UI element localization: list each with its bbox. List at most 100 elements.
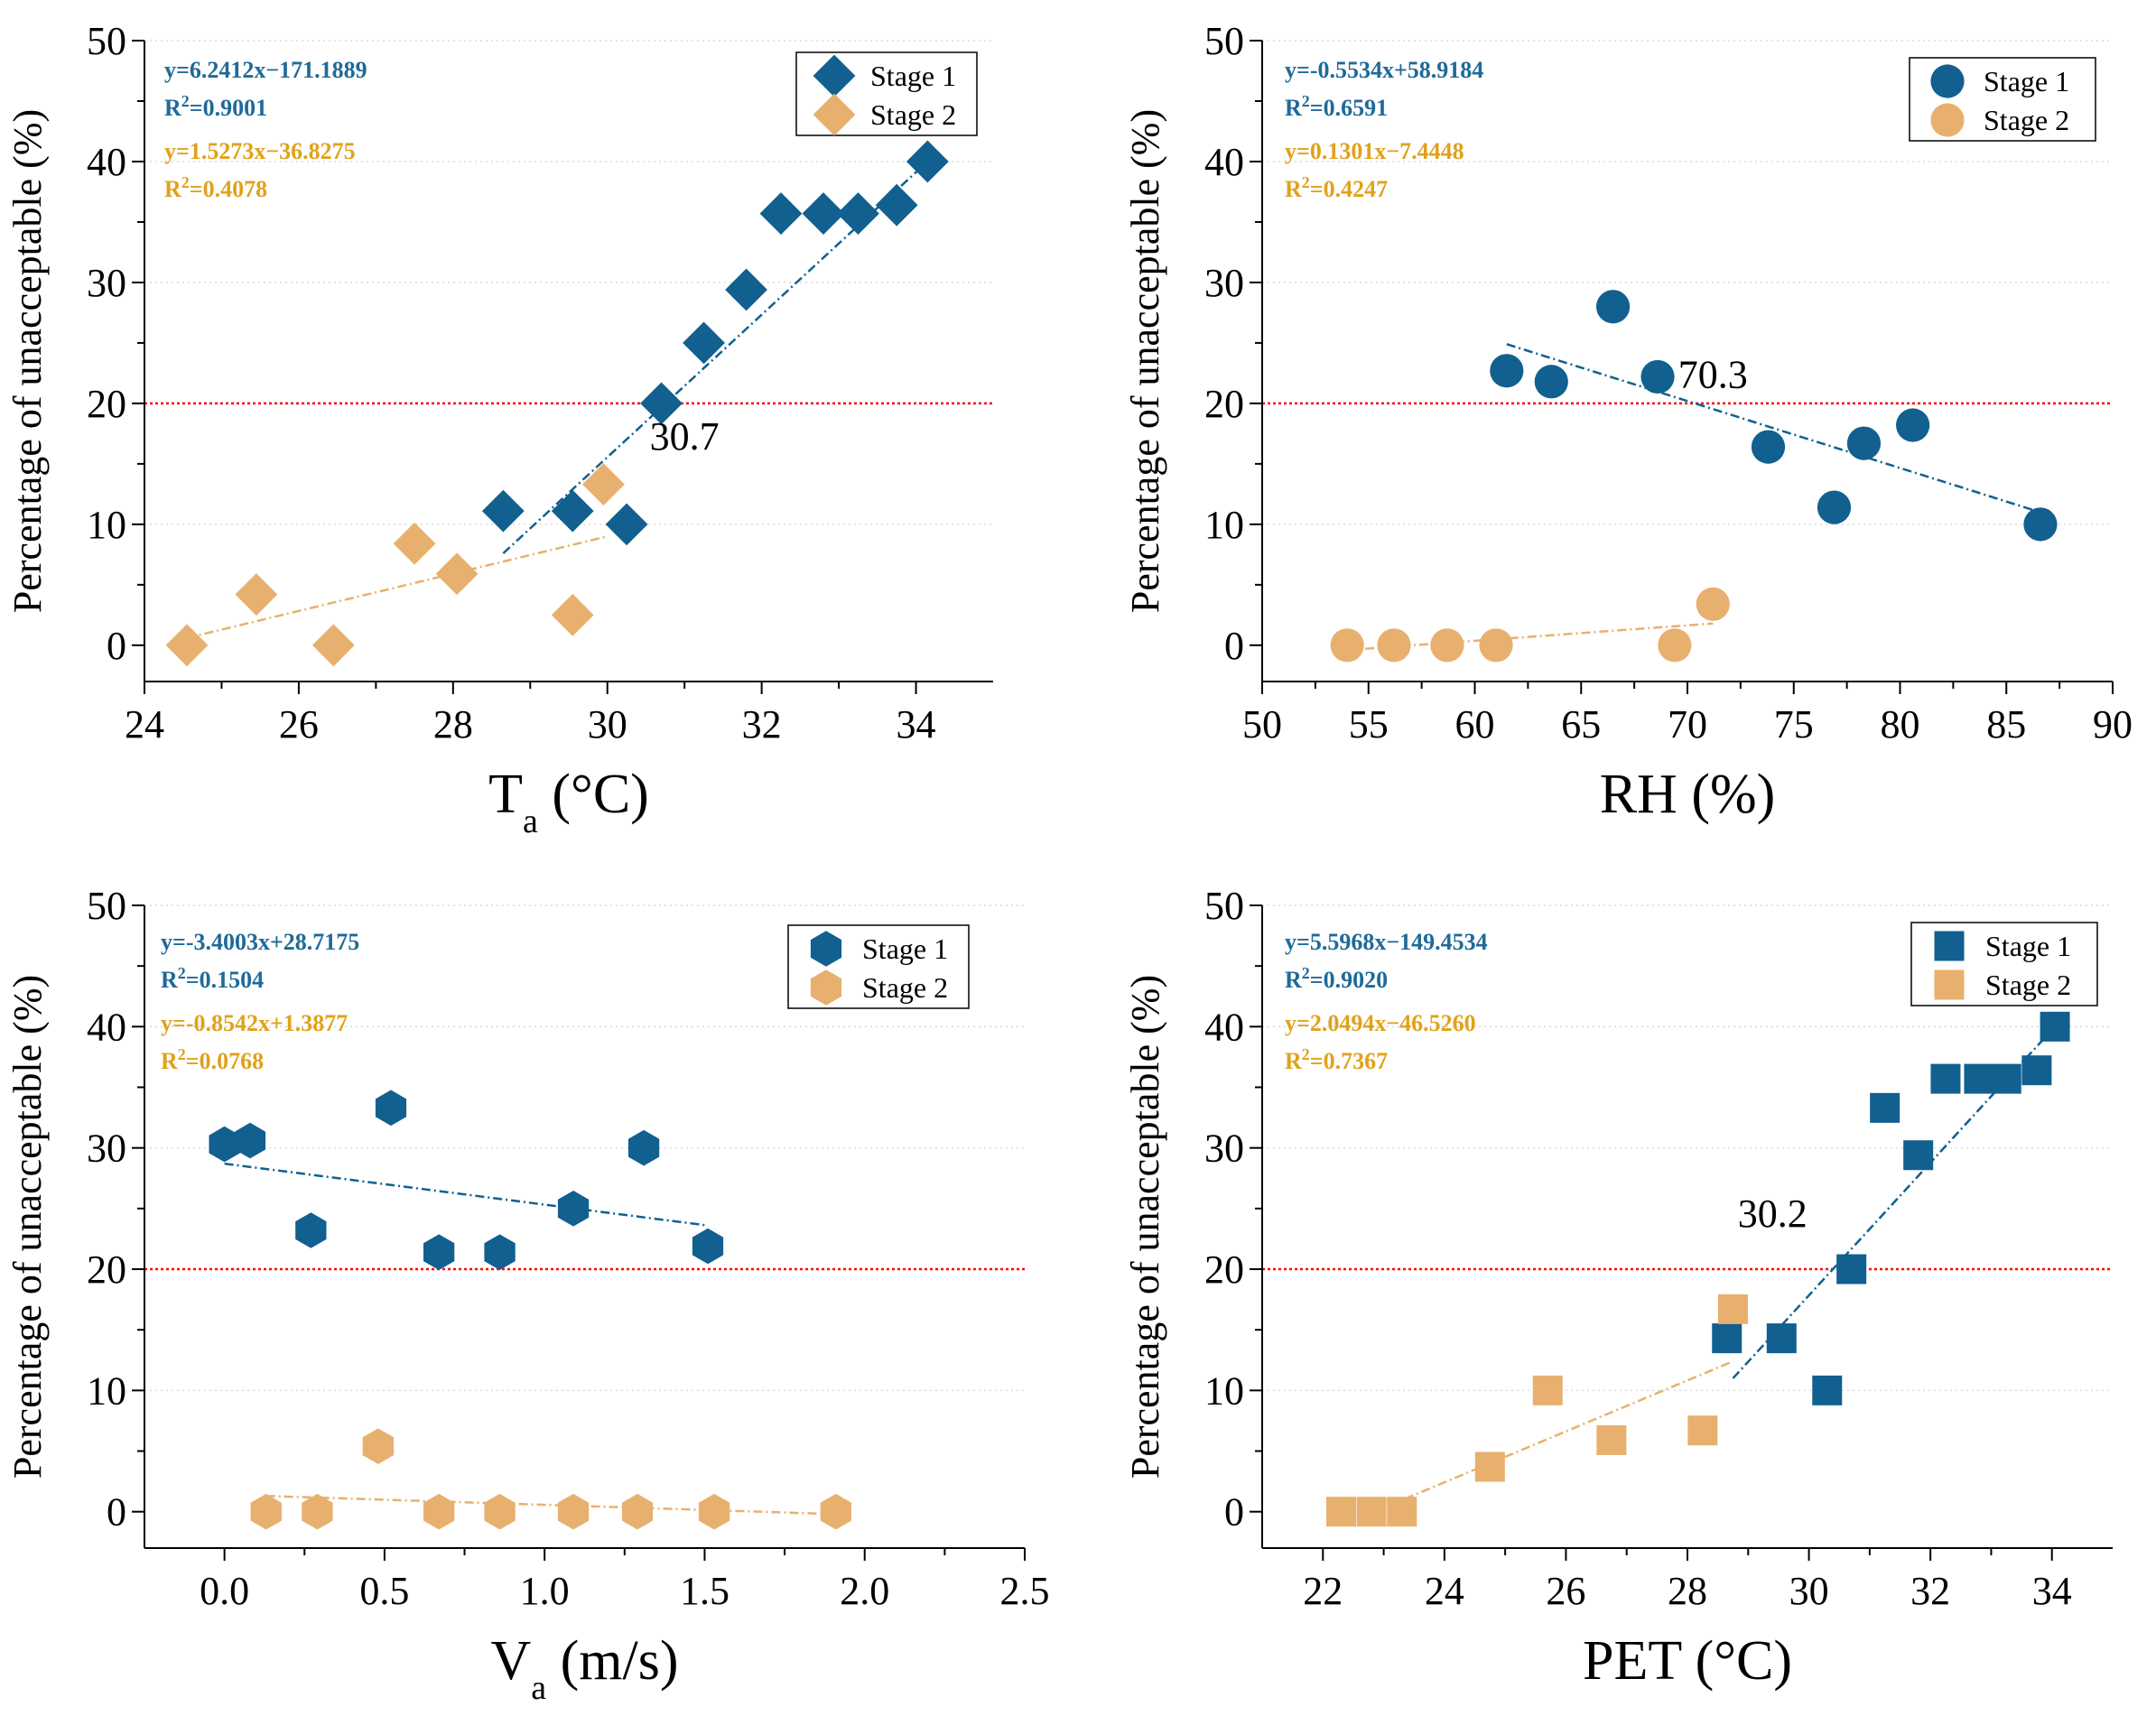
legend-marker-stage-2	[1930, 103, 1965, 137]
threshold-annotation: 30.7	[650, 414, 720, 459]
legend-label: Stage 1	[1985, 930, 2071, 962]
data-point-stage-1	[1595, 290, 1631, 324]
x-tick-label: 1.5	[680, 1569, 730, 1613]
y-tick-label: 10	[87, 1368, 126, 1413]
data-point-stage-2	[1532, 1375, 1563, 1405]
x-axis-label: Ta (°C)	[488, 764, 649, 840]
data-point-stage-1	[1964, 1063, 1994, 1094]
data-point-stage-1	[1836, 1254, 1867, 1284]
data-point-stage-2	[1658, 628, 1692, 663]
x-tick-label: 85	[1986, 702, 2026, 747]
data-point-stage-2	[362, 1428, 394, 1464]
data-point-stage-1	[1930, 1063, 1961, 1094]
data-point-stage-1	[1870, 1092, 1900, 1123]
legend: Stage 1 Stage 2	[1910, 922, 2098, 1006]
x-axis-label: PET (°C)	[1583, 1630, 1792, 1692]
data-point-stage-1	[375, 1090, 407, 1127]
fit-line-stage-2	[1371, 1359, 1733, 1515]
data-point-stage-1	[481, 489, 525, 533]
legend-label: Stage 1	[870, 60, 956, 92]
data-point-stage-2	[557, 1493, 590, 1530]
y-axis-label: Percentage of unacceptable (%)	[1123, 109, 1167, 613]
data-point-stage-1	[1991, 1063, 2021, 1094]
legend-marker-stage-2	[1934, 969, 1965, 1000]
threshold-annotation: 30.2	[1738, 1192, 1808, 1236]
regression-equation: y=-3.4003x+28.7175	[161, 929, 359, 955]
x-tick-label: 50	[1242, 702, 1282, 747]
legend-label: Stage 2	[870, 98, 956, 131]
x-tick-label: 2.5	[1000, 1569, 1050, 1613]
data-point-stage-1	[1817, 490, 1852, 524]
y-axis-label: Percentage of unacceptable (%)	[1123, 975, 1167, 1479]
data-point-stage-1	[1640, 359, 1675, 394]
y-tick-label: 0	[107, 1490, 126, 1535]
data-point-stage-2	[1717, 1294, 1748, 1324]
x-tick-label: 80	[1881, 702, 1920, 747]
data-point-stage-1	[802, 192, 845, 235]
r-squared-label: R2=0.4078	[164, 173, 267, 202]
data-point-stage-1	[557, 1191, 590, 1227]
data-point-stage-1	[725, 268, 767, 311]
legend: Stage 1 Stage 2	[1909, 57, 2096, 142]
y-tick-label: 30	[1204, 261, 1244, 305]
regression-equation: y=2.0494x−46.5260	[1285, 1010, 1476, 1036]
y-tick-label: 0	[107, 624, 126, 668]
data-point-stage-2	[250, 1493, 282, 1530]
regression-equation: y=-0.8542x+1.3877	[161, 1010, 348, 1036]
x-tick-label: 28	[433, 702, 473, 747]
legend-label: Stage 1	[862, 932, 948, 965]
chart-panel-2: 50 55 60 65 70 75 80 85 90 0 10 20 30 40 50 Percentage …	[1123, 19, 2133, 825]
y-tick-label: 40	[1204, 1005, 1244, 1049]
data-point-stage-1	[551, 489, 594, 533]
data-point-stage-1	[759, 192, 803, 235]
data-point-stage-2	[1430, 628, 1464, 663]
legend-marker-stage-1	[810, 931, 842, 967]
data-point-stage-2	[551, 593, 594, 636]
r-squared-label: R2=0.0768	[161, 1045, 264, 1074]
x-tick-label: 2.0	[840, 1569, 889, 1613]
x-tick-label: 34	[2032, 1569, 2072, 1613]
data-point-stage-1	[1903, 1140, 1934, 1171]
legend-label: Stage 1	[1984, 65, 2069, 97]
data-point-stage-2	[435, 552, 479, 596]
y-tick-label: 30	[1204, 1127, 1244, 1171]
r-squared-label: R2=0.7367	[1285, 1045, 1388, 1074]
data-point-stage-1	[1751, 430, 1786, 464]
y-tick-label: 10	[1204, 1368, 1244, 1413]
fit-line-stage-1	[502, 161, 929, 554]
r-squared-label: R2=0.4247	[1285, 173, 1388, 202]
y-axis-label: Percentage of unacceptable (%)	[5, 975, 50, 1479]
legend: Stage 1 Stage 2	[787, 924, 970, 1009]
x-axis-label: RH (%)	[1600, 764, 1776, 825]
fit-line-stage-2	[265, 1494, 836, 1516]
y-tick-label: 50	[87, 19, 126, 63]
y-tick-label: 50	[1204, 19, 1244, 63]
x-tick-label: 1.0	[520, 1569, 570, 1613]
legend: Stage 1 Stage 2	[795, 51, 978, 136]
data-point-stage-1	[605, 503, 648, 546]
y-tick-label: 10	[87, 503, 126, 547]
data-point-stage-2	[1356, 1497, 1387, 1527]
x-tick-label: 26	[279, 702, 319, 747]
x-tick-label: 65	[1561, 702, 1601, 747]
x-tick-label: 0.5	[359, 1569, 409, 1613]
r-squared-label: R2=0.9001	[164, 92, 267, 121]
data-point-stage-1	[683, 321, 725, 365]
regression-equation: y=-0.5534x+58.9184	[1285, 57, 1483, 83]
data-point-stage-2	[423, 1493, 455, 1530]
x-tick-label: 55	[1349, 702, 1389, 747]
x-tick-label: 24	[1425, 1569, 1464, 1613]
data-point-stage-1	[1896, 408, 1930, 442]
data-point-stage-1	[295, 1212, 327, 1248]
x-tick-label: 75	[1774, 702, 1814, 747]
data-point-stage-2	[1696, 587, 1730, 621]
legend-label: Stage 2	[862, 971, 948, 1004]
y-tick-label: 20	[1204, 382, 1244, 426]
y-tick-label: 50	[87, 884, 126, 928]
data-point-stage-1	[1712, 1323, 1742, 1354]
data-point-stage-2	[1377, 628, 1411, 663]
y-tick-label: 40	[1204, 140, 1244, 184]
y-tick-label: 0	[1224, 624, 1244, 668]
data-point-stage-2	[582, 463, 625, 506]
